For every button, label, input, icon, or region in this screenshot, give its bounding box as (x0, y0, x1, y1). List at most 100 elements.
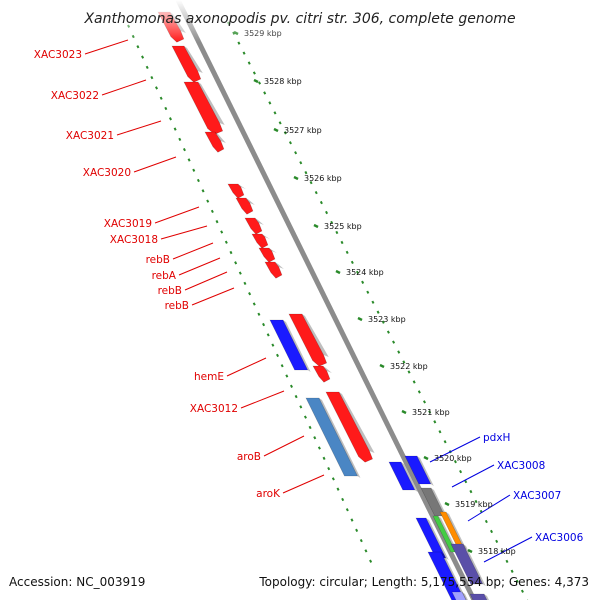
major-tick (273, 127, 279, 133)
tick-dot (355, 528, 359, 532)
gene-xac3005-shade (441, 552, 467, 600)
tick-dot (206, 199, 210, 203)
gene-xac3005 (427, 551, 466, 600)
tick-dot (145, 65, 149, 70)
gene-xac3018-shade (246, 198, 255, 205)
tick-dot (510, 569, 514, 573)
gene-xac3004-shade (462, 592, 468, 600)
tick-dot (350, 260, 354, 265)
tick-dot (381, 320, 385, 324)
tick-dot (371, 300, 375, 304)
gene-label-xac3021: XAC3021 (66, 130, 114, 142)
tick-dot (484, 519, 488, 524)
leader-line (483, 536, 533, 563)
tick-dot (392, 340, 396, 344)
tick-label: 3522 kbp (390, 362, 428, 371)
gene-xac3006-purple-shade (463, 544, 486, 586)
tick-dot (159, 96, 163, 100)
gene-label-xac3018: XAC3018 (110, 234, 158, 246)
tick-dot (330, 220, 334, 225)
tick-dot (361, 280, 365, 284)
tick-dot (201, 189, 205, 193)
gene-xac3018 (235, 197, 254, 215)
tick-label: 3528 kbp (264, 77, 302, 86)
tick-dot (327, 466, 331, 471)
tick-dot (495, 539, 499, 544)
gene-arob (325, 391, 373, 463)
tick-dot (150, 75, 154, 80)
gene-labels: XAC3023 XAC3022 XAC3021 XAC3020 XAC3019 XAC30… (34, 49, 584, 544)
genome-summary-text: Topology: circular; Length: 5,175,554 bp… (258, 575, 589, 589)
tick-dot (299, 405, 303, 409)
tick-dot (309, 181, 313, 185)
gene-xac3022 (171, 45, 202, 83)
tick-dot (355, 270, 359, 274)
tick-dot (273, 111, 277, 115)
gene-arob-rna-shade (319, 398, 361, 478)
gene-label-xac3019: XAC3019 (104, 218, 152, 230)
leader-line (240, 390, 285, 409)
tick-dot (428, 410, 432, 414)
tick-dot (345, 250, 349, 255)
major-tick (423, 455, 429, 461)
gene-pdxh-2 (404, 455, 432, 485)
gene-label-xac3012: XAC3012 (190, 403, 238, 415)
tick-dot (520, 589, 524, 593)
gene-label-rebb: rebB (146, 254, 170, 266)
tick-dot (257, 312, 261, 316)
gene-xac3019 (227, 183, 245, 199)
tick-label: 3527 kbp (284, 126, 322, 135)
tick-label: 3523 kbp (368, 315, 406, 324)
gene-rebb-3 (264, 261, 283, 279)
major-tick (335, 269, 341, 275)
gene-label-xac3006: XAC3006 (535, 532, 584, 544)
tick-dot (443, 440, 447, 444)
leader-line (467, 494, 511, 522)
gene-pdxh (388, 461, 416, 491)
tick-dot (314, 190, 318, 195)
tick-dot (252, 302, 256, 306)
gene-xac3007-orange-shade (446, 512, 467, 550)
label-leader-lines (84, 39, 533, 563)
gene-features (157, 11, 489, 600)
gene-label-reba: rebA (152, 270, 177, 282)
gene-label-arok: aroK (256, 488, 281, 500)
tick-dot (210, 209, 214, 214)
leader-line (429, 436, 481, 463)
tick-dot (182, 148, 186, 152)
leader-line (263, 435, 305, 457)
tick-dot (168, 117, 172, 121)
tick-dot (304, 171, 308, 175)
tick-dot (215, 220, 219, 224)
gene-label-pdxh: pdxH (483, 432, 510, 444)
gene-xac3022-shade (184, 46, 203, 73)
tick-dot (276, 353, 280, 358)
tick-dot (234, 261, 238, 265)
gene-xac3012-small (312, 365, 331, 383)
gene-xac3012-small-shade (323, 366, 332, 373)
tick-dot (285, 374, 289, 378)
gene-arob-rna (305, 397, 358, 477)
gene-label-xac3022: XAC3022 (51, 90, 99, 102)
tick-dot (229, 250, 233, 255)
leader-line (133, 156, 177, 173)
tick-dot (263, 91, 267, 95)
leader-line (84, 39, 129, 55)
gene-rebb-1 (244, 217, 263, 235)
tick-dot (407, 370, 411, 374)
major-tick (357, 316, 363, 322)
tick-dot (308, 425, 312, 430)
gene-label-rebb: rebB (165, 300, 189, 312)
gene-label-rebb: rebB (158, 285, 182, 297)
leader-line (226, 357, 267, 377)
tick-dot (299, 161, 303, 165)
gene-xac3008-shade (431, 488, 448, 518)
tick-dot (335, 230, 339, 235)
gene-arob-shade (339, 392, 375, 453)
top-fade (0, 0, 600, 42)
major-tick (293, 175, 299, 181)
gene-xac3021 (183, 81, 224, 135)
major-tick (379, 363, 385, 369)
